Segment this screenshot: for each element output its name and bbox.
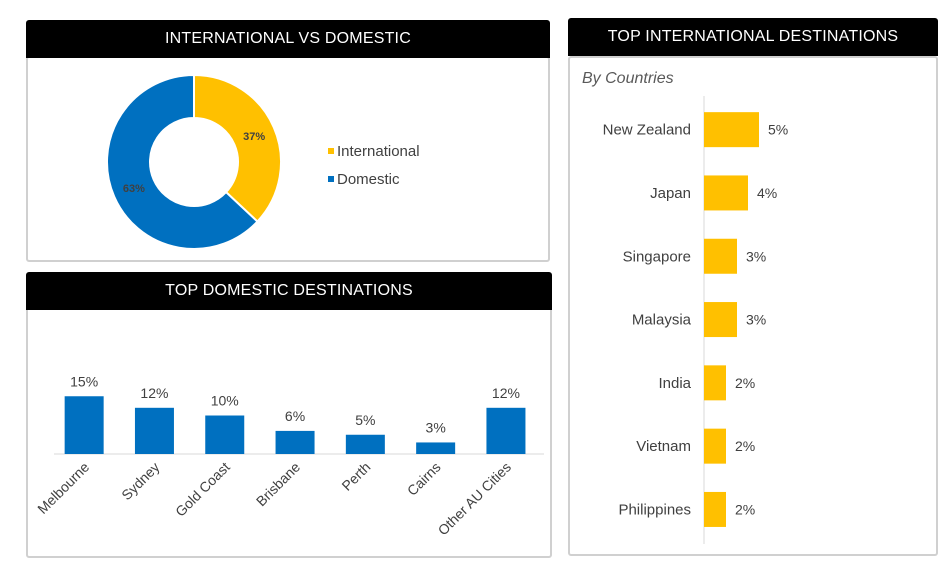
domestic-data-label-4: 5%: [355, 412, 375, 428]
domestic-bar-chart: 15% Melbourne 12% Sydney 10% Gold Coast 6% Bris…: [34, 373, 544, 539]
domestic-bar-1: [134, 407, 174, 454]
domestic-data-label-3: 6%: [285, 408, 305, 424]
international-bar-1: [704, 175, 748, 211]
international-panel-title: TOP INTERNATIONAL DESTINATIONS: [568, 18, 938, 56]
international-bar-0: [704, 112, 759, 148]
donut-slice-international: [193, 73, 282, 223]
donut-panel-title: INTERNATIONAL VS DOMESTIC: [26, 20, 550, 58]
domestic-category-label-1: Sydney: [118, 459, 162, 503]
domestic-data-label-2: 10%: [211, 393, 239, 409]
legend-marker-international: [328, 148, 334, 154]
donut-data-label-domestic: 63%: [123, 183, 145, 195]
international-data-label-5: 2%: [735, 438, 755, 454]
domestic-category-label-2: Gold Coast: [172, 459, 233, 520]
international-category-label-2: Singapore: [623, 248, 691, 265]
domestic-panel-title: TOP DOMESTIC DESTINATIONS: [26, 272, 552, 310]
domestic-data-label-1: 12%: [140, 385, 168, 401]
domestic-data-label-5: 3%: [426, 419, 446, 435]
legend-marker-domestic: [328, 176, 334, 182]
domestic-category-label-4: Perth: [338, 459, 373, 494]
domestic-bar-0: [64, 396, 104, 454]
international-category-label-5: Vietnam: [636, 438, 691, 455]
domestic-bar-2: [205, 415, 245, 454]
international-data-label-0: 5%: [768, 122, 788, 138]
international-category-label-0: New Zealand: [603, 122, 691, 139]
international-category-label-1: Japan: [650, 185, 691, 202]
international-bar-chart: New Zealand 5% Japan 4% Singapore 3% Malaysia 3…: [603, 96, 788, 544]
international-data-label-2: 3%: [746, 248, 766, 264]
domestic-category-label-3: Brisbane: [253, 459, 304, 510]
domestic-bar-3: [275, 430, 315, 454]
international-bar-6: [704, 491, 726, 527]
domestic-data-label-6: 12%: [492, 385, 520, 401]
international-category-label-4: India: [658, 375, 691, 392]
international-bar-5: [704, 428, 726, 464]
donut-slice-domestic: [106, 73, 259, 250]
domestic-bar-6: [486, 407, 526, 454]
domestic-bar-5: [416, 442, 456, 454]
international-bar-3: [704, 302, 737, 338]
donut-chart: 37% 63% International Domestic: [106, 73, 420, 250]
international-category-label-3: Malaysia: [632, 312, 692, 329]
international-data-label-4: 2%: [735, 375, 755, 391]
international-bar-4: [704, 365, 726, 401]
domestic-category-label-6: Other AU Cities: [435, 459, 515, 539]
international-data-label-1: 4%: [757, 185, 777, 201]
international-data-label-6: 2%: [735, 501, 755, 517]
domestic-category-label-0: Melbourne: [34, 459, 92, 517]
donut-data-label-international: 37%: [243, 131, 265, 143]
international-data-label-3: 3%: [746, 312, 766, 328]
legend-label-domestic: Domestic: [337, 171, 400, 188]
international-category-label-6: Philippines: [618, 501, 691, 518]
domestic-bar-4: [345, 434, 385, 454]
international-subtitle: By Countries: [582, 70, 674, 87]
domestic-category-label-5: Cairns: [404, 459, 444, 499]
legend-label-international: International: [337, 143, 420, 160]
domestic-data-label-0: 15%: [70, 373, 98, 389]
international-bar-2: [704, 238, 737, 274]
